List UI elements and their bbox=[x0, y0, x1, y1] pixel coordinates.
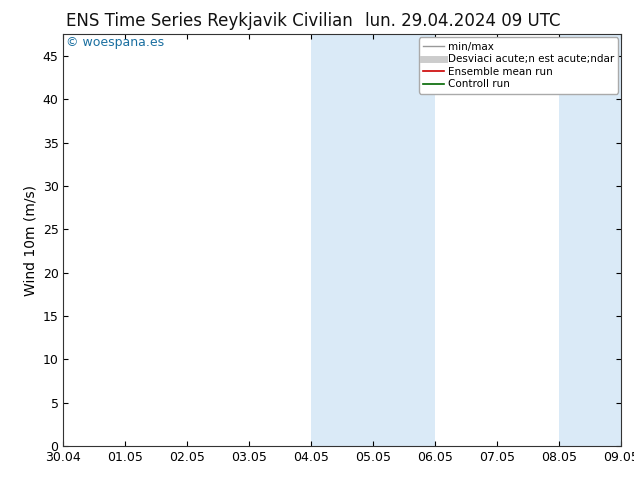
Bar bbox=[311, 34, 373, 446]
Text: ENS Time Series Reykjavik Civilian: ENS Time Series Reykjavik Civilian bbox=[66, 12, 353, 30]
Text: © woespana.es: © woespana.es bbox=[66, 36, 164, 49]
Bar bbox=[559, 34, 621, 446]
Bar bbox=[373, 34, 436, 446]
Legend: min/max, Desviaci acute;n est acute;ndar, Ensemble mean run, Controll run: min/max, Desviaci acute;n est acute;ndar… bbox=[418, 37, 618, 94]
Text: lun. 29.04.2024 09 UTC: lun. 29.04.2024 09 UTC bbox=[365, 12, 560, 30]
Y-axis label: Wind 10m (m/s): Wind 10m (m/s) bbox=[23, 185, 37, 295]
